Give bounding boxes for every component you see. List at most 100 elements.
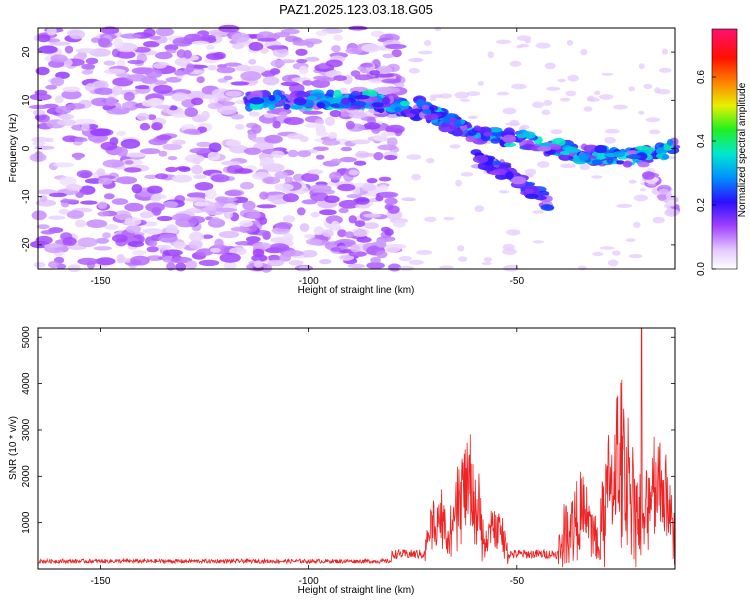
spectrogram-blob [612,250,621,256]
spectrogram-blob [457,256,468,262]
spectrogram-blob [139,211,154,219]
spectrogram-trace-blob [658,188,669,195]
spectrogram-blob [384,203,394,211]
spectrogram-blob [315,30,328,36]
spectrogram-blob [150,196,161,202]
spectrogram-blob [131,183,143,194]
figure-title: PAZ1.2025.123.03.18.G05 [279,2,433,17]
spectrogram-blob [283,117,304,125]
spectrogram-trace-blob [642,171,655,180]
spectrogram-blob [201,34,216,41]
spectrogram-blob [198,259,220,267]
spectrogram-blob [48,192,67,198]
y-tick-label: -20 [21,237,32,252]
y-tick-label: 2000 [21,465,32,488]
spectrogram-blob [188,207,201,213]
spectrogram-blob [520,124,530,130]
spectrogram-blob [29,93,52,101]
spectrogram-blob [28,104,50,110]
spectrogram-blob [69,29,85,40]
spectrogram-blob [239,220,254,228]
spectrogram-blob [511,83,527,90]
spectrogram-blob [246,212,261,219]
spectrogram-trace-blob [367,92,378,97]
spectrogram-trace-blob [467,129,477,136]
spectrogram-blob [373,134,388,141]
spectrogram-trace-blob [290,105,303,110]
spectrogram-blob [543,100,553,106]
spectrogram-blob [304,123,324,128]
spectrogram-trace-blob [502,134,517,144]
spectrogram-blob [260,263,273,273]
spectrogram-blob [628,179,637,184]
spectrogram-blob [466,91,481,96]
spectrogram-blob [65,183,82,192]
spectrogram-blob [353,160,367,166]
spectrogram-blob [220,160,241,166]
spectrogram-blob [487,51,494,59]
spectrogram-trace-blob [333,89,342,98]
spectrogram-trace-blob [492,160,502,166]
spectrogram-blob [384,43,407,50]
spectrogram-blob [339,156,357,163]
spectrogram-blob [274,171,288,179]
spectrogram-blob [321,139,341,146]
spectrogram-blob [48,261,59,269]
spectrogram-blob [191,97,204,106]
spectrogram-blob [230,81,250,86]
spectrogram-blob [80,200,98,205]
spectrogram-blob [196,141,212,148]
spectrogram-trace-blob [503,142,516,148]
spectrogram-blob [189,239,203,250]
spectrogram-blob [185,260,197,270]
spectrogram-trace-blob [612,151,626,158]
spectrogram-blob [62,86,81,93]
spectrogram-blob [392,220,406,228]
spectrogram-blob [363,213,382,218]
spectrogram-blob [202,94,214,100]
spectrogram-blob [346,194,363,199]
spectrogram-blob [85,83,96,92]
spectrogram-blob [251,254,268,262]
spectrogram-blob [66,210,85,219]
spectrogram-blob [307,169,324,175]
spectrogram-blob [149,98,164,106]
spectrogram-blob [186,63,195,73]
spectrogram-trace-blob [490,138,501,144]
spectrogram-blob [229,144,249,154]
spectrogram-blob [304,56,320,62]
spectrogram-blob [155,244,172,250]
spectrogram-blob [325,59,343,68]
spectrogram-blob [149,35,161,40]
spectrogram-blob [345,47,363,55]
spectrogram-blob [385,124,405,134]
spectrogram-blob [267,259,285,267]
spectrogram-blob [204,189,217,200]
spectrogram-blob [235,123,245,130]
spectrogram-blob [297,207,306,216]
spectrogram-blob [377,65,393,75]
spectrogram-blob [384,244,401,253]
spectrogram-blob [189,147,211,154]
spectrogram-blob [102,159,125,168]
spectrogram-blob [408,259,424,265]
spectrogram-blob [219,252,241,263]
spectrogram-y-label: Frequency (Hz) [8,114,19,183]
spectrogram-blob [191,164,203,175]
spectrogram-blob [429,96,437,101]
spectrogram-blob [288,260,304,266]
y-tick-label: 5000 [21,326,32,349]
spectrogram-blob [426,157,435,164]
spectrogram-blob [381,78,402,84]
spectrogram-trace-blob [489,170,500,175]
spectrogram-trace-blob [283,103,291,110]
spectrogram-trace-blob [454,119,462,128]
spectrogram-trace-blob [625,154,642,159]
spectrogram-blob [46,26,57,36]
spectrogram-blob [360,62,373,68]
spectrogram-blob [125,152,147,158]
spectrogram-blob [38,45,58,54]
y-tick-label: 4000 [21,372,32,395]
spectrogram-trace-blob [525,193,539,200]
spectrogram-blob [240,71,262,81]
